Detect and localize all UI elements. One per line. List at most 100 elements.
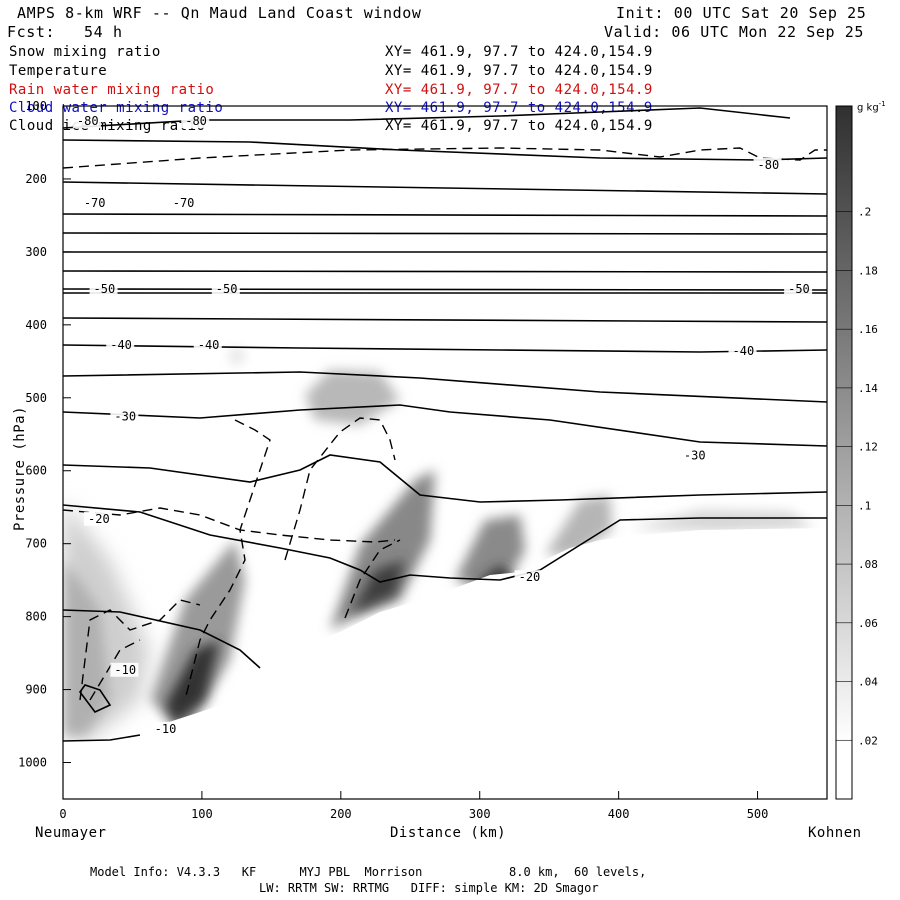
temperature-label-bg bbox=[150, 721, 179, 736]
contour-upper-a bbox=[63, 139, 827, 161]
colorbar-tick-label: .08 bbox=[858, 558, 878, 571]
temperature-label: -70 bbox=[84, 196, 106, 210]
temperature-label-bg bbox=[728, 344, 757, 359]
x-tick-label: 100 bbox=[191, 807, 213, 821]
chart-title: AMPS 8-km WRF -- Qn Maud Land Coast wind… bbox=[17, 4, 422, 22]
x-tick-label: 400 bbox=[608, 807, 630, 821]
endpoint-right-label: Kohnen bbox=[808, 825, 862, 841]
temperature-label: -30 bbox=[684, 448, 706, 462]
temperature-label: -80 bbox=[185, 114, 207, 128]
y-tick-label: 800 bbox=[25, 610, 47, 624]
temperature-label: -10 bbox=[155, 722, 177, 736]
temperature-label-bg bbox=[79, 195, 108, 210]
temperature-label-bg bbox=[106, 338, 135, 353]
dashed-upper bbox=[63, 147, 827, 169]
temperature-label-bg bbox=[753, 158, 782, 173]
y-tick-label: 200 bbox=[25, 172, 47, 186]
temperature-label: -50 bbox=[94, 282, 116, 296]
temperature-label: -30 bbox=[114, 410, 136, 424]
temperature-label: -40 bbox=[110, 338, 132, 352]
temperature-label-bg bbox=[110, 409, 139, 424]
contour-upper-e bbox=[63, 270, 827, 273]
colorbar-tick-label: .1 bbox=[858, 499, 871, 512]
field-temperature-xy: XY= 461.9, 97.7 to 424.0,154.9 bbox=[385, 63, 653, 79]
temperature-label: -80 bbox=[758, 158, 780, 172]
field-temperature-label: Temperature bbox=[9, 63, 108, 79]
shade-upper-patch bbox=[305, 370, 400, 425]
temperature-label-bg bbox=[514, 570, 543, 585]
colorbar-tick-label: .06 bbox=[858, 617, 878, 630]
field-rain-xy: XY= 461.9, 97.7 to 424.0,154.9 bbox=[385, 82, 653, 98]
shade-left-core bbox=[65, 560, 110, 735]
shade-right-band bbox=[630, 510, 815, 532]
contour-neg50b bbox=[63, 317, 827, 323]
contour-neg10 bbox=[79, 684, 112, 713]
colorbar-tick-label: .02 bbox=[858, 734, 878, 747]
x-tick-label: 300 bbox=[469, 807, 491, 821]
valid-time: Valid: 06 UTC Mon 22 Sep 25 bbox=[604, 23, 865, 41]
contour-neg10b bbox=[63, 734, 141, 742]
x-tick-label: 200 bbox=[330, 807, 352, 821]
contour-neg20 bbox=[63, 504, 827, 583]
field-snow-label: Snow mixing ratio bbox=[9, 44, 161, 60]
shade-plume-1-core bbox=[165, 640, 220, 725]
temperature-label: -40 bbox=[198, 338, 220, 352]
y-tick-label: 400 bbox=[25, 318, 47, 332]
temperature-label: -20 bbox=[519, 570, 541, 584]
shade-plume-4 bbox=[545, 495, 612, 555]
field-snow-xy: XY= 461.9, 97.7 to 424.0,154.9 bbox=[385, 44, 653, 60]
contour-neg15 bbox=[63, 609, 261, 669]
dashed-low-2 bbox=[89, 639, 141, 701]
field-cloudwater-label: Cloud water mixing ratio bbox=[9, 100, 224, 116]
x-axis-ticks: 0 100 200 300 400 500 bbox=[59, 791, 768, 821]
temperature-label-bg bbox=[168, 195, 197, 210]
dashed-contours bbox=[63, 147, 827, 701]
y-tick-label: 100 bbox=[25, 99, 47, 113]
contour-neg80 bbox=[63, 107, 791, 129]
shade-plume-1 bbox=[150, 540, 245, 735]
contour-neg30 bbox=[63, 404, 827, 447]
temperature-label: -80 bbox=[77, 114, 99, 128]
colorbar-unit-exp: -1 bbox=[878, 100, 886, 108]
y-tick-label: 700 bbox=[25, 537, 47, 551]
colorbar-ticks: .02 .04 .06 .08 .1 .12 .14 .16 .18 .2 bbox=[836, 206, 878, 747]
dashed-mid-1 bbox=[63, 507, 396, 543]
contour-neg70 bbox=[63, 213, 827, 217]
y-tick-label: 1000 bbox=[18, 756, 47, 770]
contour-neg40 bbox=[63, 344, 827, 353]
temperature-label: -10 bbox=[114, 663, 136, 677]
colorbar-unit: g kg-1 bbox=[857, 101, 886, 113]
colorbar-tick-label: .12 bbox=[858, 441, 878, 454]
contour-upper-f bbox=[63, 288, 827, 291]
x-axis-title: Distance (km) bbox=[390, 825, 507, 841]
temperature-label-bg bbox=[181, 114, 210, 129]
contour-neg25 bbox=[63, 454, 827, 503]
colorbar-tick-label: .04 bbox=[858, 676, 878, 689]
x-tick-label: 500 bbox=[747, 807, 769, 821]
contour-upper-c bbox=[63, 232, 827, 235]
contour-upper-b bbox=[63, 181, 827, 195]
endpoint-left-label: Neumayer bbox=[35, 825, 107, 841]
temperature-label-bg bbox=[110, 662, 139, 677]
forecast-hour: Fcst: 54 h bbox=[7, 23, 123, 41]
y-tick-label: 300 bbox=[25, 245, 47, 259]
temperature-labels: -80 -80 -80 -70 -70 -50 -50 -50 -40 -40 -40 -30 -30 -… bbox=[72, 114, 813, 736]
temperature-label-bg bbox=[89, 282, 118, 297]
dashed-low-3 bbox=[344, 539, 401, 619]
dashed-low-1 bbox=[79, 599, 201, 701]
terrain bbox=[63, 528, 827, 799]
temperature-label-bg bbox=[679, 448, 708, 463]
temperature-label: -20 bbox=[88, 512, 110, 526]
temperature-label-bg bbox=[211, 282, 240, 297]
y-axis-title: Pressure (hPa) bbox=[12, 405, 28, 531]
temperature-label-bg bbox=[72, 114, 101, 129]
temperature-label: -50 bbox=[788, 282, 810, 296]
temperature-label: -40 bbox=[733, 344, 755, 358]
field-rain-label: Rain water mixing ratio bbox=[9, 82, 215, 98]
temperature-label-bg bbox=[784, 282, 813, 297]
mixing-ratio-shading bbox=[63, 346, 815, 740]
y-axis-ticks: 100 200 300 400 500 600 700 800 900 1000 bbox=[18, 99, 71, 770]
colorbar-unit-base: g kg bbox=[857, 102, 879, 114]
shade-plume-2-core bbox=[350, 560, 405, 615]
temperature-label-bg bbox=[193, 338, 222, 353]
